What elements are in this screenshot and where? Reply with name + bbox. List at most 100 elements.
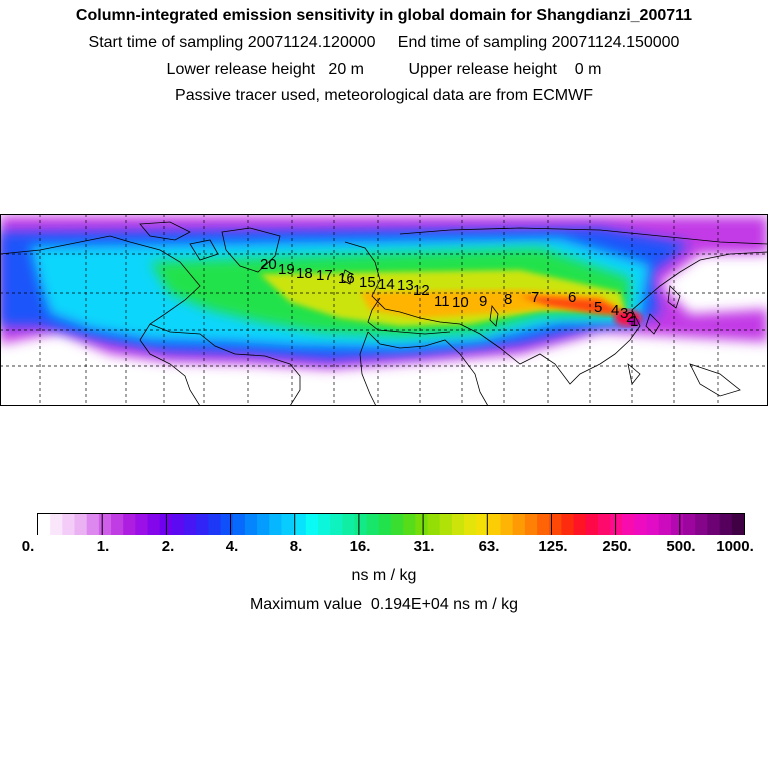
- colorbar-cell: [585, 514, 599, 535]
- colorbar-cell: [147, 514, 161, 535]
- sensitivity-field: [0, 216, 768, 369]
- colorbar-cell: [171, 514, 185, 535]
- cb-tick-500: 500.: [666, 538, 696, 555]
- cb-tick-8: 8.: [289, 538, 303, 555]
- traj-label-17: 17: [316, 267, 333, 284]
- colorbar-cell: [549, 514, 563, 535]
- graticule: [0, 214, 768, 406]
- cb-tick-125: 125.: [538, 538, 568, 555]
- colorbar-cell: [98, 514, 112, 535]
- release-heights: Lower release height 20 m Upper release …: [166, 61, 602, 78]
- colorbar-cell: [74, 514, 88, 535]
- colorbar-cell: [427, 514, 441, 535]
- colorbar-cell: [391, 514, 404, 535]
- colorbar-cell: [403, 514, 416, 535]
- colorbar-cell: [123, 514, 136, 535]
- cb-tick-63: 63.: [478, 538, 500, 555]
- colorbar-units: ns m / kg: [351, 567, 417, 584]
- colorbar-cell: [719, 514, 733, 535]
- emission-sensitivity-map: 20 19 18 17 16 15 14 13 12 11 10 9 8 7 6…: [0, 214, 768, 406]
- tracer-info: Passive tracer used, meteorological data…: [175, 87, 593, 104]
- colorbar-cell: [451, 514, 465, 535]
- colorbar-cell: [512, 514, 526, 535]
- colorbar-cell: [439, 514, 453, 535]
- colorbar-cell: [500, 514, 514, 535]
- colorbar-cell: [683, 514, 696, 535]
- colorbar-cell: [537, 514, 550, 535]
- colorbar-cell: [208, 514, 222, 535]
- traj-label-10: 10: [452, 294, 469, 311]
- traj-label-6: 6: [568, 289, 576, 306]
- colorbar-cell: [293, 514, 307, 535]
- colorbar-cell: [695, 514, 709, 535]
- colorbar-cell: [646, 514, 660, 535]
- colorbar-cell: [342, 514, 356, 535]
- traj-label-5: 5: [594, 299, 602, 316]
- cb-tick-31: 31.: [413, 538, 435, 555]
- colorbar-cell: [573, 514, 587, 535]
- colorbar-cell: [366, 514, 380, 535]
- traj-label-19: 19: [278, 261, 295, 278]
- cb-tick-1000: 1000.: [716, 538, 754, 555]
- traj-label-13: 13: [397, 277, 414, 294]
- colorbar-cell: [184, 514, 197, 535]
- traj-label-11: 11: [434, 293, 450, 310]
- traj-label-8: 8: [504, 291, 512, 308]
- traj-label-20: 20: [260, 256, 277, 273]
- colorbar-cell: [634, 514, 648, 535]
- colorbar-cell: [111, 514, 124, 535]
- colorbar-cell: [244, 514, 258, 535]
- cb-tick-250: 250.: [602, 538, 632, 555]
- colorbar-cells: [38, 514, 745, 535]
- traj-label-14: 14: [378, 276, 395, 293]
- colorbar-cell: [622, 514, 636, 535]
- cb-tick-4: 4.: [225, 538, 239, 555]
- colorbar-cell: [220, 514, 234, 535]
- colorbar-cell: [524, 514, 538, 535]
- traj-label-9: 9: [479, 293, 487, 310]
- colorbar-cell: [658, 514, 672, 535]
- trajectory-labels: 20 19 18 17 16 15 14 13 12 11 10 9 8 7 6…: [260, 256, 638, 330]
- colorbar-cell: [354, 514, 368, 535]
- traj-label-12: 12: [413, 282, 430, 299]
- colorbar: [37, 513, 745, 535]
- cb-tick-1: 1.: [96, 538, 110, 555]
- colorbar-cell: [50, 514, 63, 535]
- colorbar-cell: [378, 514, 392, 535]
- colorbar-cell: [86, 514, 100, 535]
- traj-label-3: 3: [620, 305, 628, 322]
- colorbar-cell: [135, 514, 149, 535]
- colorbar-cell: [464, 514, 477, 535]
- traj-label-16: 16: [338, 270, 355, 287]
- colorbar-major-ticks: [101, 514, 681, 535]
- colorbar-cell: [561, 514, 575, 535]
- colorbar-cell: [488, 514, 502, 535]
- colorbar-cell: [38, 514, 51, 535]
- cb-tick-2: 2.: [161, 538, 175, 555]
- colorbar-cell: [597, 514, 611, 535]
- colorbar-cell: [610, 514, 623, 535]
- colorbar-cell: [62, 514, 76, 535]
- coastlines: [0, 221, 768, 406]
- colorbar-cell: [232, 514, 246, 535]
- sampling-times: Start time of sampling 20071124.120000 E…: [88, 34, 680, 51]
- colorbar-cell: [731, 514, 745, 535]
- colorbar-cell: [281, 514, 295, 535]
- colorbar-cell: [476, 514, 489, 535]
- traj-label-2: 2: [626, 309, 634, 326]
- colorbar-cell: [196, 514, 210, 535]
- colorbar-cell: [707, 514, 721, 535]
- colorbar-cell: [670, 514, 684, 535]
- colorbar-cell: [330, 514, 343, 535]
- colorbar-cell: [415, 514, 429, 535]
- traj-label-15: 15: [359, 274, 376, 291]
- colorbar-frame: [37, 513, 745, 535]
- colorbar-cell: [317, 514, 331, 535]
- cb-tick-0: 0.: [21, 538, 35, 555]
- colorbar-cell: [305, 514, 319, 535]
- traj-label-7: 7: [531, 289, 539, 306]
- colorbar-cell: [269, 514, 283, 535]
- traj-label-4: 4: [611, 302, 619, 319]
- plot-title: Column-integrated emission sensitivity i…: [75, 7, 693, 24]
- cb-tick-16: 16.: [349, 538, 371, 555]
